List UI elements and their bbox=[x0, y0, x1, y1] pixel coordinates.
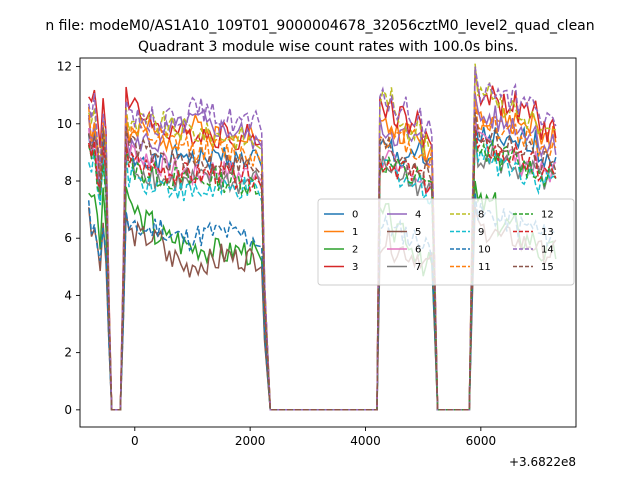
legend-label: 4 bbox=[415, 210, 421, 221]
axes-frame bbox=[79, 57, 577, 428]
legend-label: 0 bbox=[352, 210, 358, 221]
x-axis-offset-text: +3.6822e8 bbox=[509, 455, 576, 469]
series-line-0 bbox=[87, 115, 557, 411]
y-tick-label: 0 bbox=[64, 403, 72, 417]
series-line-14 bbox=[87, 66, 557, 411]
legend-label: 15 bbox=[541, 262, 554, 273]
legend-label: 3 bbox=[352, 262, 358, 273]
x-tick-label: 4000 bbox=[350, 434, 381, 448]
legend-label: 14 bbox=[541, 245, 554, 256]
legend-label: 10 bbox=[478, 245, 491, 256]
legend-box bbox=[317, 198, 575, 286]
legend-label: 5 bbox=[415, 227, 421, 238]
series-line-15 bbox=[87, 112, 557, 411]
y-tick-label: 6 bbox=[64, 231, 72, 245]
legend-label: 6 bbox=[415, 245, 421, 256]
series-line-11 bbox=[87, 100, 557, 411]
x-tick-label: 0 bbox=[131, 434, 139, 448]
y-tick-label: 12 bbox=[57, 60, 72, 74]
series-line-7 bbox=[87, 132, 557, 411]
x-tick-label: 2000 bbox=[235, 434, 266, 448]
legend-label: 7 bbox=[415, 262, 421, 273]
legend-label: 9 bbox=[478, 227, 484, 238]
legend-label: 11 bbox=[478, 262, 491, 273]
y-tick-label: 10 bbox=[57, 117, 72, 131]
legend-label: 1 bbox=[352, 227, 358, 238]
y-tick-label: 4 bbox=[64, 288, 72, 302]
series-line-13 bbox=[87, 126, 557, 411]
figure-suptitle: n file: modeM0/AS1A10_109T01_9000004678_… bbox=[45, 18, 594, 34]
series-line-12 bbox=[87, 129, 557, 411]
y-axis: 0 2 4 6 8 10 12 bbox=[57, 60, 80, 417]
series-line-9 bbox=[87, 132, 557, 411]
y-tick-label: 2 bbox=[64, 346, 72, 360]
y-tick-label: 8 bbox=[64, 174, 72, 188]
legend-label: 8 bbox=[478, 210, 484, 221]
legend-label: 13 bbox=[541, 227, 554, 238]
legend-label: 12 bbox=[541, 210, 554, 221]
chart-title: Quadrant 3 module wise count rates with … bbox=[138, 39, 518, 55]
legend-label: 2 bbox=[352, 245, 358, 256]
x-axis: 0 2000 4000 6000 bbox=[131, 427, 496, 448]
x-tick-label: 6000 bbox=[466, 434, 497, 448]
series-line-4 bbox=[87, 95, 557, 411]
